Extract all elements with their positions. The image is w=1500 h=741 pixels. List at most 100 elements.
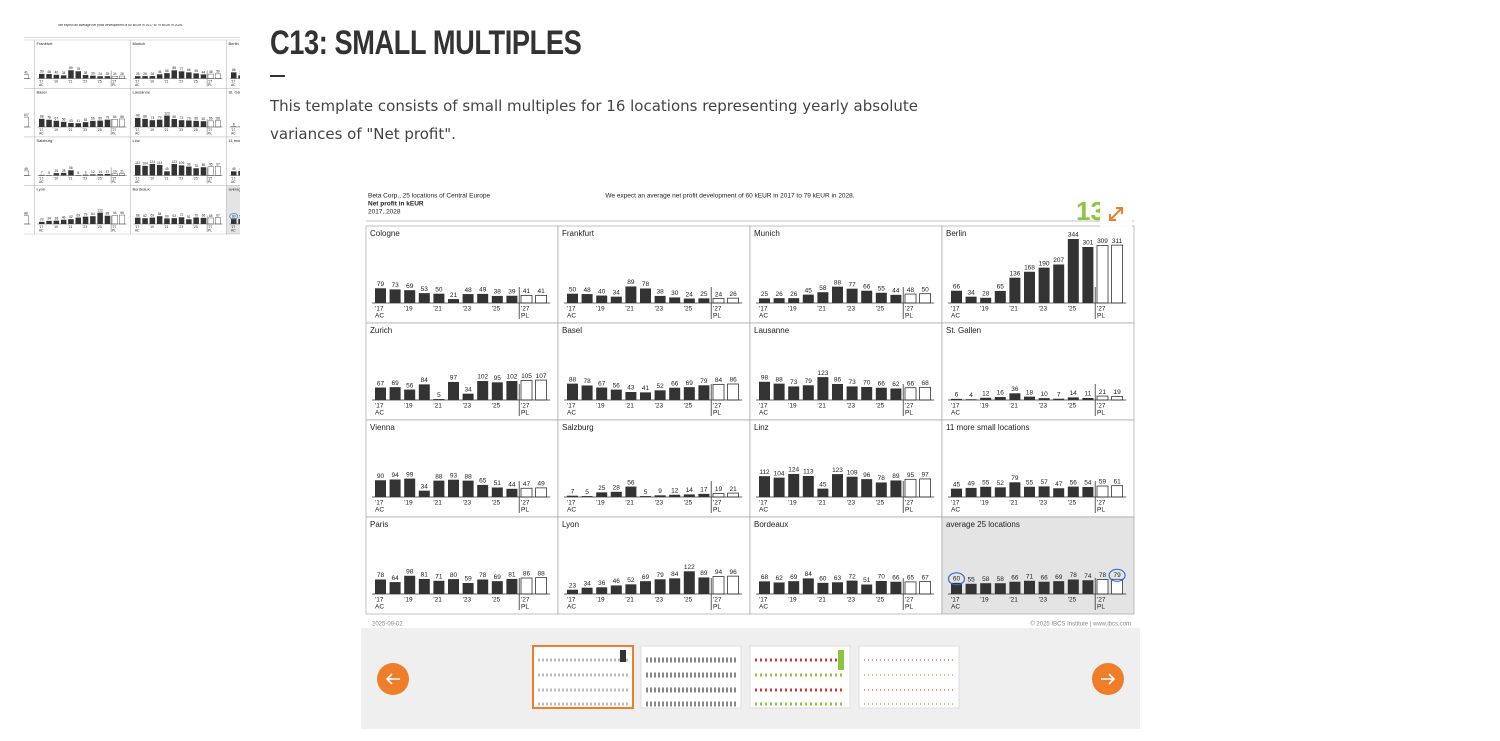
x-label: '27: [1097, 306, 1106, 313]
bar: [1082, 486, 1094, 497]
bar: [698, 298, 710, 303]
value-label: 58: [982, 576, 990, 583]
value-label: 58: [997, 576, 1005, 583]
bar: [773, 298, 785, 303]
bar: [817, 582, 829, 594]
value-label: 78: [1099, 572, 1107, 579]
thumbnail[interactable]: [858, 645, 960, 709]
x-label: '27: [905, 306, 914, 313]
x-label: '25: [876, 500, 885, 507]
value-label: 56: [613, 382, 621, 389]
bar: [861, 290, 873, 303]
bar: [727, 383, 739, 401]
value-label: 63: [834, 575, 842, 582]
value-label: 79: [700, 378, 708, 385]
bar: [965, 583, 977, 594]
value-label: 78: [642, 281, 650, 288]
x-label: '23: [847, 597, 856, 604]
bar: [919, 478, 931, 498]
thumbnail[interactable]: [640, 645, 742, 709]
prev-button[interactable]: [377, 663, 409, 695]
value-label: 56: [406, 382, 414, 389]
value-label: 66: [1011, 574, 1019, 581]
x-label: '17: [567, 306, 576, 313]
value-label: 26: [729, 291, 737, 298]
value-label: 5: [644, 489, 648, 496]
x-label: '17: [951, 306, 960, 313]
bar: [1082, 580, 1094, 594]
bar: [477, 381, 489, 400]
bar: [832, 286, 843, 303]
bar: [491, 581, 503, 594]
value-label: 73: [391, 282, 399, 289]
bar: [418, 293, 430, 303]
bar: [375, 288, 386, 303]
bar: [375, 579, 386, 594]
bar: [846, 476, 858, 497]
bar: [448, 299, 459, 303]
value-label: 50: [921, 286, 929, 293]
value-label: 55: [967, 576, 975, 583]
bar: [788, 473, 800, 497]
bar: [433, 580, 445, 594]
value-label: 81: [421, 572, 429, 579]
value-label: 86: [729, 377, 737, 384]
x-label: '27: [713, 306, 722, 313]
bar: [951, 398, 962, 400]
x-label: '17: [759, 306, 768, 313]
value-label: 60: [953, 576, 961, 583]
bar: [683, 387, 695, 400]
bar: [875, 292, 887, 303]
highlight-circle: [1108, 568, 1126, 582]
x-label: '19: [980, 597, 989, 604]
value-label: 78: [1070, 572, 1078, 579]
bar: [951, 582, 962, 594]
x-label: '27: [1097, 597, 1106, 604]
value-label: 66: [878, 380, 886, 387]
bar: [817, 292, 829, 303]
value-label: 309: [1097, 238, 1108, 245]
value-label: 102: [506, 374, 517, 381]
bar: [861, 584, 873, 594]
x-label: '19: [788, 597, 797, 604]
bar: [404, 478, 416, 497]
preview-thumbnail[interactable]: [0, 22, 326, 241]
bar: [375, 480, 386, 497]
bar: [625, 286, 637, 303]
value-label: 84: [671, 571, 679, 578]
bar: [698, 385, 710, 400]
bar: [980, 397, 992, 400]
bar: [1038, 267, 1050, 303]
company: Beta Corp., 25 locations of Central Euro…: [368, 193, 491, 200]
scenario-label: PL: [905, 507, 913, 514]
value-label: 74: [1084, 573, 1092, 580]
next-button[interactable]: [1092, 663, 1124, 695]
x-label: '27: [521, 306, 530, 313]
value-label: 97: [450, 375, 458, 382]
bar: [1096, 245, 1109, 304]
value-label: 109: [847, 469, 858, 476]
bar: [965, 296, 977, 303]
thumbnail[interactable]: [532, 645, 634, 709]
bar: [846, 386, 858, 400]
x-label: '25: [876, 306, 885, 313]
panel: [557, 225, 751, 324]
value-label: 344: [1068, 232, 1079, 239]
bar: [1096, 395, 1109, 401]
value-label: 36: [598, 580, 606, 587]
bar: [1038, 581, 1050, 594]
value-label: 112: [759, 469, 770, 476]
bar: [669, 387, 681, 400]
value-label: 79: [377, 281, 385, 288]
bar: [994, 583, 1006, 594]
value-label: 67: [377, 380, 385, 387]
value-label: 99: [406, 471, 414, 478]
bar: [596, 492, 608, 497]
value-label: 48: [907, 287, 915, 294]
thumbnail[interactable]: [749, 645, 851, 709]
value-label: 49: [537, 481, 545, 488]
value-label: 41: [642, 385, 650, 392]
value-label: 69: [494, 574, 502, 581]
expand-button[interactable]: [1100, 198, 1132, 230]
x-label: '17: [375, 500, 384, 507]
